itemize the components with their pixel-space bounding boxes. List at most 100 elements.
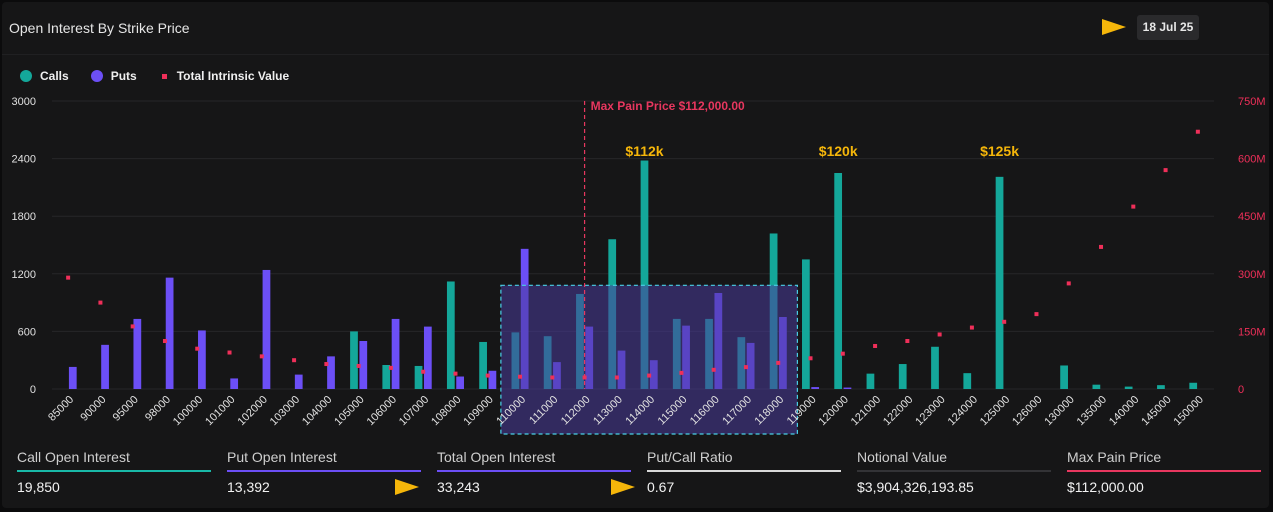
legend-item-calls[interactable]: Calls — [20, 69, 69, 83]
x-tick-label: 123000 — [913, 394, 947, 428]
x-tick-label: 130000 — [1042, 394, 1076, 428]
intrinsic-point — [356, 363, 361, 368]
open-interest-chart: 0 600 1200 1800 2400 3000 0 150M 300M 450M 600M 750… — [12, 96, 1266, 435]
x-tick-label: 85000 — [46, 394, 76, 424]
puts-bar — [843, 387, 852, 389]
intrinsic-point — [905, 339, 910, 343]
puts-bar — [198, 330, 206, 389]
calls-bar — [834, 173, 843, 389]
stat-underline — [647, 470, 841, 472]
intrinsic-point — [1163, 168, 1168, 173]
x-tick-label: 108000 — [429, 394, 463, 428]
calls-bar — [350, 331, 358, 389]
stat-underline — [857, 470, 1051, 472]
x-tick-label: 95000 — [111, 394, 141, 424]
x-tick-label: 135000 — [1075, 394, 1109, 428]
intrinsic-point — [550, 375, 555, 380]
x-tick-label: 125000 — [978, 394, 1012, 428]
calls-bar — [898, 364, 907, 389]
calls-bar — [479, 341, 487, 389]
legend-item-intrinsic[interactable]: Total Intrinsic Value — [159, 69, 289, 83]
calls-bar — [963, 373, 972, 389]
puts-bar — [811, 387, 820, 389]
y-right-tick-label: 300M — [1238, 269, 1266, 281]
puts-bar — [294, 374, 303, 389]
legend-item-puts[interactable]: Puts — [90, 69, 137, 83]
x-tick-label: 107000 — [397, 394, 431, 428]
stat-call-open-interest: Call Open Interest 19,850 — [17, 448, 213, 495]
x-tick-label: 124000 — [946, 394, 980, 428]
puts-bar — [423, 326, 432, 389]
arrow-pointer-icon — [395, 479, 419, 495]
intrinsic-point — [66, 275, 71, 280]
y-right-tick-label: 150M — [1238, 326, 1266, 338]
intrinsic-point — [873, 343, 878, 348]
legend-puts-label: Puts — [110, 69, 137, 83]
stat-value: $112,000.00 — [1067, 479, 1144, 495]
calls-bar — [1189, 382, 1198, 389]
calls-bar — [640, 160, 649, 389]
intrinsic-point — [1131, 204, 1136, 209]
intrinsic-point — [421, 369, 426, 374]
peak-label: $125k — [980, 143, 1019, 159]
intrinsic-point — [1034, 312, 1039, 317]
x-tick-label: 122000 — [881, 394, 915, 428]
calls-bar — [931, 346, 939, 389]
intrinsic-point — [776, 360, 781, 365]
stat-label: Put Open Interest — [227, 449, 337, 465]
intrinsic-point — [98, 300, 103, 305]
y-right-tick-label: 450M — [1238, 211, 1266, 223]
intrinsic-point — [485, 373, 490, 378]
stat-label: Put/Call Ratio — [647, 449, 733, 465]
puts-bar — [68, 366, 77, 389]
intrinsic-point — [937, 332, 942, 337]
puts-bar — [165, 277, 174, 389]
stat-value: 0.67 — [647, 479, 675, 495]
y-right-tick-label: 750M — [1238, 96, 1266, 108]
arrow-pointer-icon — [1102, 19, 1126, 35]
y-left-tick-label: 1800 — [12, 211, 36, 223]
stat-label: Max Pain Price — [1067, 449, 1162, 465]
intrinsic-point — [292, 358, 297, 363]
stat-total-open-interest: Total Open Interest 33,243 — [437, 448, 633, 495]
stat-underline — [437, 470, 631, 472]
calls-bar — [1060, 365, 1068, 389]
chart-legend: Calls Puts Total Intrinsic Value — [20, 69, 311, 83]
puts-dot-icon — [90, 70, 103, 82]
calls-bar — [866, 373, 875, 389]
x-tick-label: 120000 — [816, 394, 850, 428]
x-tick-label: 90000 — [78, 394, 108, 424]
intrinsic-point — [1195, 129, 1200, 134]
calls-bar — [414, 365, 423, 389]
stat-label: Call Open Interest — [17, 449, 130, 465]
calls-bar — [1157, 385, 1165, 389]
puts-bar — [262, 269, 271, 389]
intrinsic-point — [162, 339, 167, 343]
x-tick-label: 98000 — [143, 394, 173, 424]
intrinsic-point — [647, 373, 652, 378]
y-left-tick-label: 600 — [18, 326, 36, 338]
puts-bar — [327, 356, 335, 389]
intrinsic-point — [711, 367, 716, 372]
intrinsic-square-icon — [161, 73, 167, 79]
puts-bar — [133, 318, 142, 389]
y-right-tick-label: 0 — [1238, 384, 1244, 396]
intrinsic-point — [1099, 244, 1104, 249]
x-tick-label: 101000 — [203, 394, 237, 428]
stat-put-open-interest: Put Open Interest 13,392 — [227, 448, 423, 495]
puts-bar — [456, 376, 464, 389]
intrinsic-point — [324, 362, 329, 367]
peak-label: $112k — [625, 143, 663, 159]
intrinsic-point — [518, 374, 523, 379]
calls-bar — [1092, 384, 1101, 389]
stat-label: Notional Value — [857, 449, 948, 465]
stat-underline — [1067, 470, 1261, 472]
stat-label: Total Open Interest — [437, 449, 556, 465]
expiry-date-badge[interactable]: 18 Jul 25 — [1137, 15, 1199, 40]
intrinsic-point — [808, 356, 813, 361]
intrinsic-point — [453, 371, 458, 376]
x-tick-label: 145000 — [1139, 394, 1173, 428]
x-tick-label: 102000 — [235, 394, 269, 428]
x-tick-label: 150000 — [1172, 394, 1206, 428]
puts-bar — [391, 318, 400, 389]
